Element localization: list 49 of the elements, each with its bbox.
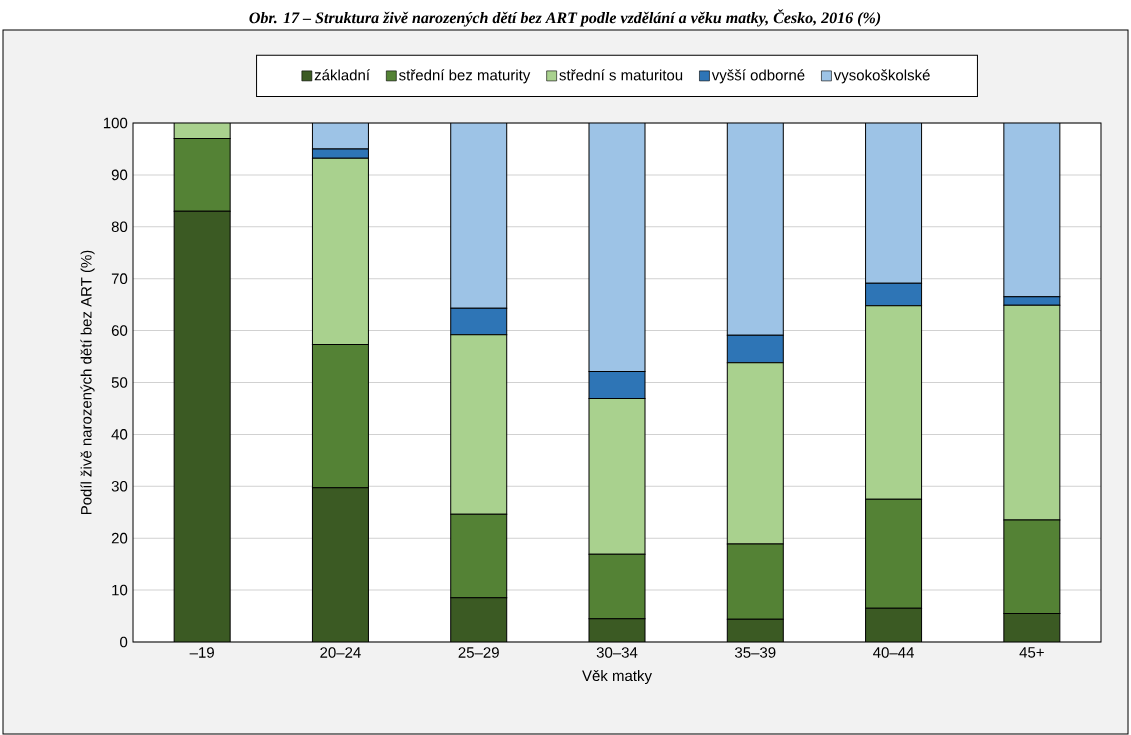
y-tick-label: 10	[112, 584, 128, 596]
y-tick-label: 40	[111, 429, 128, 440]
bar	[311, 344, 369, 489]
x-tick-label: 30–34	[596, 647, 638, 658]
y-tick-label: 60	[111, 325, 128, 336]
bar	[1003, 612, 1061, 642]
bar	[865, 305, 923, 500]
bar	[450, 597, 508, 642]
bar	[311, 122, 369, 150]
bar	[865, 282, 923, 307]
legend-label: základní	[314, 69, 370, 81]
bar	[726, 618, 784, 642]
x-axis-title: Věk matky	[582, 670, 652, 685]
bar	[450, 122, 508, 309]
y-tick-label: 70	[111, 273, 128, 284]
legend-label: vyšší odborné	[711, 69, 805, 84]
y-tick-label: 80	[111, 221, 128, 233]
legend-label: vysokoškolské	[833, 69, 930, 84]
bar	[450, 307, 508, 336]
y-tick-label: 30	[111, 480, 128, 492]
bar	[865, 607, 923, 642]
bar	[1003, 304, 1061, 521]
bar	[726, 362, 784, 545]
bar	[588, 618, 646, 642]
legend-label: střední bez maturity	[399, 69, 531, 84]
x-tick-label: 40–44	[873, 647, 914, 658]
y-axis-title: Podíl živě narozených dětí bez ART (%)	[80, 250, 95, 515]
bar	[173, 210, 231, 642]
chart-title: Obr. 17 – Struktura živě narozených dětí bez ART podle vzdělání a věku matky, Česko, 2016 (%)	[249, 9, 881, 27]
bar	[311, 487, 369, 642]
y-tick-label: 100	[103, 117, 128, 129]
bar	[726, 334, 784, 364]
bar	[865, 122, 923, 284]
y-tick-label: 20	[111, 532, 128, 544]
x-tick-label: –19	[189, 647, 214, 658]
bar	[588, 398, 646, 555]
bar	[588, 122, 646, 373]
y-tick-label: 0	[120, 636, 128, 648]
bar	[726, 122, 784, 336]
y-tick-label: 50	[111, 377, 128, 388]
x-tick-label: 25–29	[458, 647, 499, 658]
bar	[311, 157, 369, 346]
x-tick-label: 20–24	[320, 647, 361, 658]
x-tick-label: 35–39	[735, 647, 776, 658]
y-tick-label: 90	[111, 169, 128, 181]
legend-label: střední s maturitou	[559, 69, 683, 81]
bar	[1003, 122, 1061, 298]
x-tick-label: 45+	[1019, 647, 1044, 658]
bar	[450, 334, 508, 515]
